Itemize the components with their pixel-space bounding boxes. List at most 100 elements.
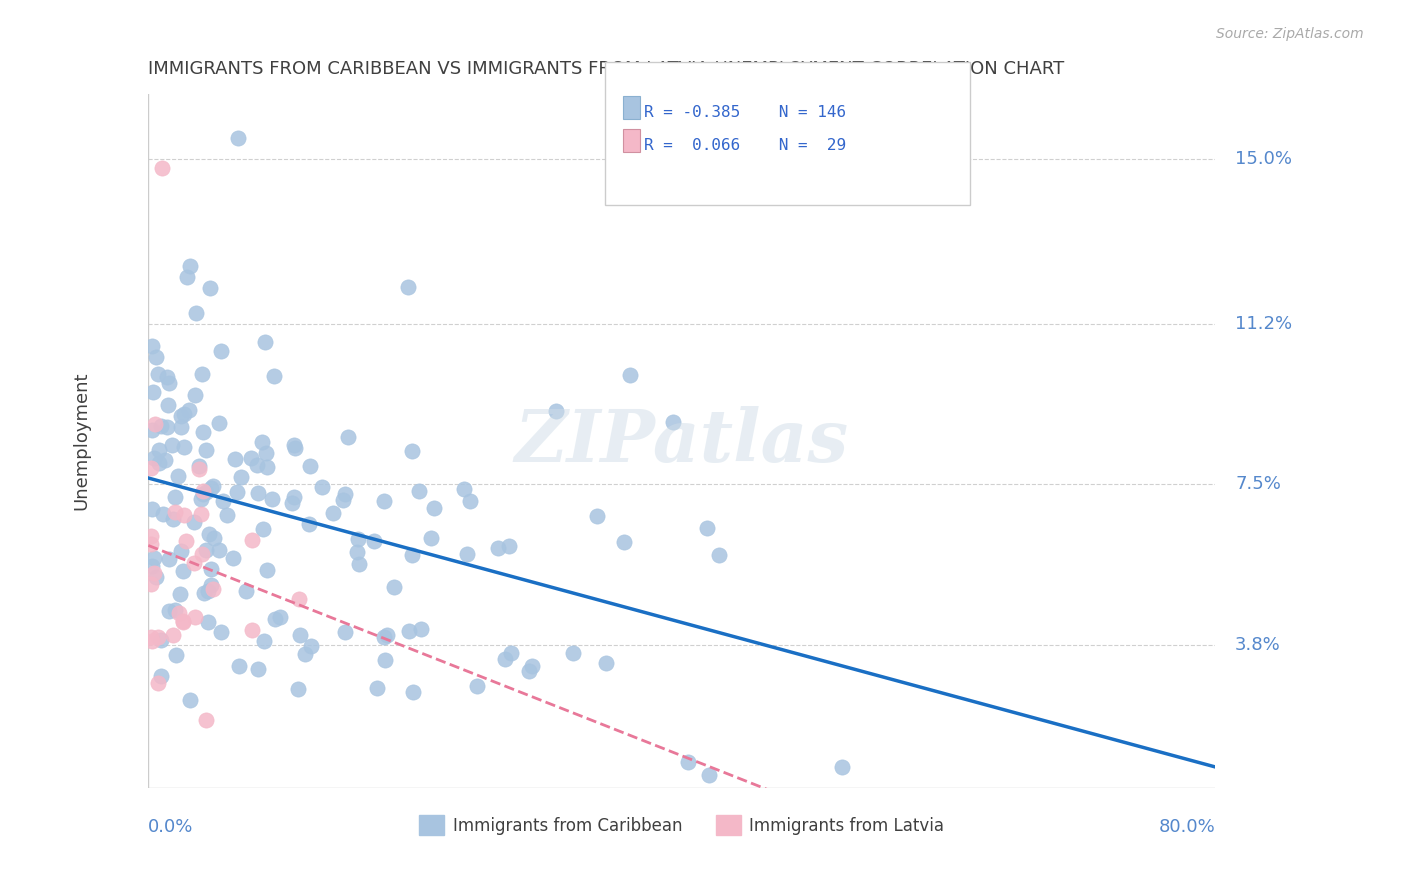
Legend: Immigrants from Caribbean, Immigrants from Latvia: Immigrants from Caribbean, Immigrants fr… [413,808,950,842]
Point [374,652,396,666]
Point [157,376,180,390]
Point [184,388,207,402]
Point [217,508,239,523]
Point [517,664,540,678]
Point [143,417,166,432]
Point [546,404,568,418]
Point [148,456,170,470]
Point [676,755,699,769]
Point [235,584,257,599]
Point [200,561,222,575]
Point [191,425,214,440]
Point [696,521,718,535]
Point [183,556,205,570]
Point [197,615,219,629]
Point [335,625,357,640]
Point [212,493,235,508]
Point [162,512,184,526]
Text: 80.0%: 80.0% [1159,818,1215,836]
Point [152,508,174,522]
Point [299,459,322,474]
Text: ZIPatlas: ZIPatlas [515,406,849,476]
Point [172,564,194,578]
Point [191,367,214,381]
Point [139,630,162,644]
Point [262,491,284,506]
Point [145,569,167,583]
Point [139,576,162,591]
Point [195,485,218,500]
Point [224,452,246,467]
Text: IMMIGRANTS FROM CARIBBEAN VS IMMIGRANTS FROM LATVIA UNEMPLOYMENT CORRELATION CHA: IMMIGRANTS FROM CARIBBEAN VS IMMIGRANTS … [149,60,1064,78]
Point [198,281,221,295]
Point [250,434,273,449]
Point [401,444,423,458]
Point [142,384,165,399]
Point [562,646,585,660]
Text: R = -0.385    N = 146: R = -0.385 N = 146 [644,105,846,120]
Point [252,522,274,536]
Point [173,440,195,454]
Text: Source: ZipAtlas.com: Source: ZipAtlas.com [1216,27,1364,41]
Text: R =  0.066    N =  29: R = 0.066 N = 29 [644,138,846,153]
Point [486,541,509,556]
Point [263,368,285,383]
Point [408,483,430,498]
Point [256,562,278,576]
Point [228,659,250,673]
Point [208,416,231,430]
Point [194,714,217,728]
Point [363,534,385,549]
Point [195,442,218,457]
Point [172,615,194,630]
Point [174,534,197,549]
Point [156,420,179,434]
Point [139,537,162,551]
Point [298,517,321,532]
Point [332,492,354,507]
Point [179,692,201,706]
Point [150,161,173,175]
Point [311,480,333,494]
Point [619,368,641,383]
Point [254,446,277,460]
Point [173,508,195,523]
Point [141,558,163,573]
Point [141,339,163,353]
Point [148,442,170,457]
Point [197,583,219,598]
Point [366,681,388,695]
Point [200,481,222,495]
Point [148,630,170,644]
Point [157,552,180,566]
Text: 3.8%: 3.8% [1234,636,1281,654]
Point [172,614,194,628]
Point [254,334,277,349]
Point [167,606,190,620]
Point [209,344,232,359]
Point [188,458,211,473]
Text: 0.0%: 0.0% [149,818,194,836]
Point [194,543,217,558]
Point [287,681,309,696]
Point [595,656,617,670]
Point [202,582,225,596]
Point [419,531,441,545]
Point [586,509,609,524]
Point [176,270,198,285]
Point [226,485,249,500]
Point [246,458,269,472]
Point [294,647,316,661]
Point [201,479,224,493]
Text: 15.0%: 15.0% [1234,151,1292,169]
Point [141,423,163,437]
Point [398,624,420,638]
Point [166,648,188,662]
Point [246,486,269,500]
Point [173,407,195,421]
Point [162,438,184,452]
Point [299,639,322,653]
Text: 11.2%: 11.2% [1234,315,1292,333]
Point [170,420,193,434]
Point [139,529,162,543]
